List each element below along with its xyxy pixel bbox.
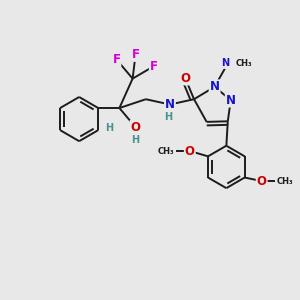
Text: CH₃: CH₃ xyxy=(276,177,293,186)
Text: N: N xyxy=(210,80,220,93)
Text: O: O xyxy=(257,175,267,188)
Text: O: O xyxy=(130,121,141,134)
Text: F: F xyxy=(150,60,158,73)
Text: F: F xyxy=(112,53,121,66)
Text: O: O xyxy=(180,71,190,85)
Text: CH₃: CH₃ xyxy=(158,146,174,155)
Text: N: N xyxy=(226,94,236,106)
Text: F: F xyxy=(132,48,140,61)
Text: H: H xyxy=(105,123,113,133)
Text: O: O xyxy=(185,145,195,158)
Text: N: N xyxy=(165,98,175,111)
Text: N: N xyxy=(221,58,229,68)
Text: CH₃: CH₃ xyxy=(236,59,253,68)
Text: H: H xyxy=(164,112,172,122)
Text: H: H xyxy=(131,134,140,145)
